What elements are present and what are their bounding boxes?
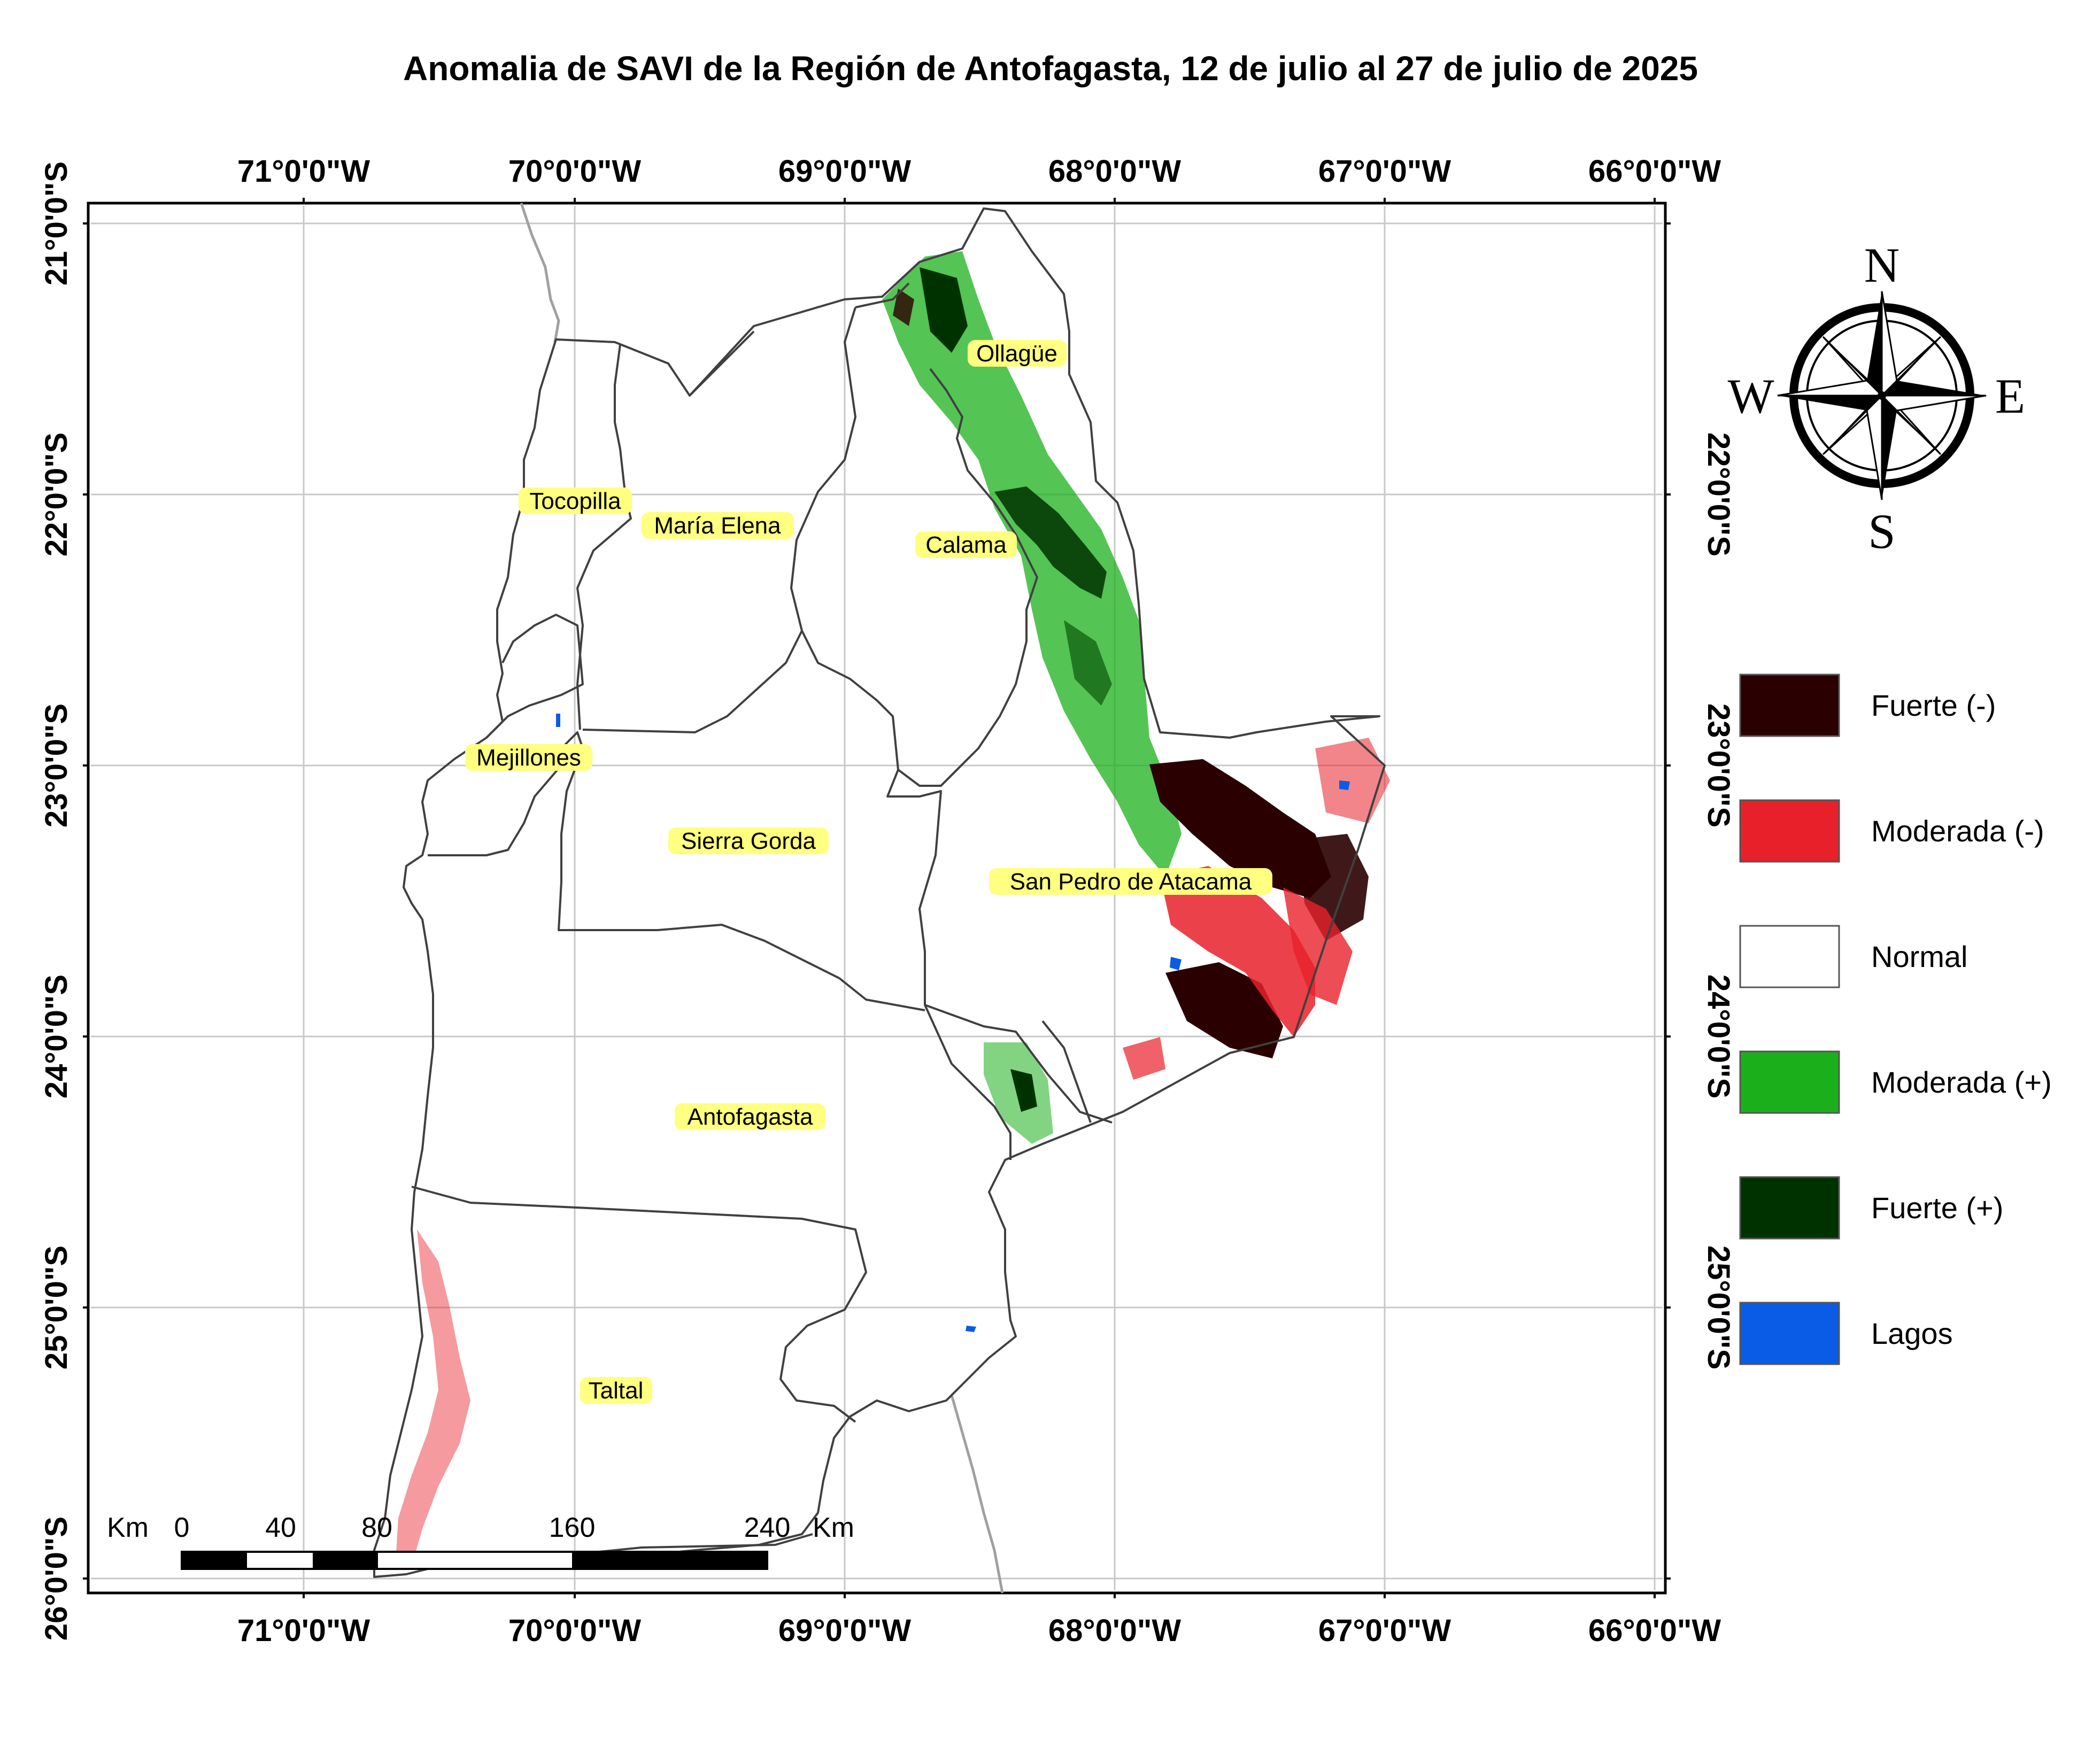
region-outline [373,207,1386,1578]
legend-item: Moderada (+) [1739,1050,2052,1114]
lat-tick-label: 23°0'0"S [1701,703,1736,827]
svg-text:María Elena: María Elena [654,513,781,539]
place-label: Ollagüe [968,340,1067,367]
graticule [91,206,1663,1590]
svg-text:Mejillones: Mejillones [476,745,581,771]
legend-item: Moderada (-) [1739,799,2044,863]
place-label: Sierra Gorda [668,827,829,854]
svg-text:Lagos: Lagos [1871,1317,1953,1350]
lat-labels-left: 21°0'0"S 22°0'0"S 23°0'0"S 24°0'0"S 25°0… [39,161,74,1641]
lon-tick-label: 68°0'0"W [1048,1613,1182,1648]
scale-tick-label: 0 [174,1512,190,1543]
lon-tick-label: 70°0'0"W [508,154,642,189]
svg-text:San Pedro de Atacama: San Pedro de Atacama [1010,869,1252,895]
anomaly-strong-positive [920,267,968,353]
place-label: San Pedro de Atacama [989,868,1272,895]
lat-tick-label: 24°0'0"S [39,974,74,1098]
lon-tick-label: 71°0'0"W [237,154,370,189]
place-label: Mejillones [465,744,592,771]
lon-labels-top: 71°0'0"W 70°0'0"W 69°0'0"W 68°0'0"W 67°0… [237,154,1721,189]
scale-unit-end: Km [813,1512,854,1543]
lon-tick-label: 67°0'0"W [1318,1613,1451,1648]
svg-text:Calama: Calama [925,532,1007,558]
frame-ticks [83,198,1671,1598]
anomaly-moderate-negative [1160,866,1315,1037]
anomaly-strong-negative [1149,759,1331,898]
lat-tick-label: 21°0'0"S [39,161,74,285]
place-label: Taltal [580,1377,652,1404]
place-labels: Ollagüe Tocopilla María Elena Calama Mej… [465,340,1272,1404]
legend-item: Fuerte (+) [1739,1176,2003,1240]
lon-tick-label: 69°0'0"W [778,154,912,189]
lon-tick-label: 69°0'0"W [778,1613,912,1648]
legend-item: Fuerte (-) [1739,674,1996,737]
lat-tick-label: 23°0'0"S [39,703,74,827]
map-frame [87,202,1667,1595]
lat-tick-label: 26°0'0"S [39,1517,74,1641]
svg-text:Normal: Normal [1871,940,1967,973]
svg-text:Antofagasta: Antofagasta [688,1104,813,1130]
svg-text:Taltal: Taltal [589,1378,644,1404]
lon-tick-label: 68°0'0"W [1048,154,1182,189]
lon-tick-label: 70°0'0"W [508,1613,642,1648]
place-label: Antofagasta [675,1103,825,1130]
svg-text:Moderada (-): Moderada (-) [1871,814,2044,848]
lat-tick-label: 24°0'0"S [1701,974,1736,1098]
map-title: Anomalia de SAVI de la Región de Antofag… [403,49,1698,88]
lake [1170,957,1182,970]
svg-text:Ollagüe: Ollagüe [976,341,1057,367]
lat-tick-label: 22°0'0"S [1701,432,1736,556]
svg-text:Tocopilla: Tocopilla [529,488,621,514]
scale-tick-label: 80 [361,1512,392,1543]
legend: Fuerte (-) Moderada (-) Normal Moderada … [1739,674,2052,1365]
svg-text:Moderada (+): Moderada (+) [1871,1065,2052,1099]
compass-south-label: S [1868,504,1895,559]
lon-tick-label: 66°0'0"W [1588,154,1721,189]
legend-item: Lagos [1739,1302,1953,1365]
svg-text:Fuerte (-): Fuerte (-) [1871,688,1996,722]
svg-text:Fuerte (+): Fuerte (+) [1871,1191,2003,1225]
place-label: Tocopilla [519,488,632,514]
lon-tick-label: 71°0'0"W [237,1613,370,1648]
lat-tick-label: 25°0'0"S [39,1245,74,1370]
place-label: Calama [915,531,1017,558]
lat-labels-right: 22°0'0"S 23°0'0"S 24°0'0"S 25°0'0"S [1701,432,1736,1370]
lon-tick-label: 67°0'0"W [1318,154,1451,189]
scale-unit-label: Km [107,1512,149,1543]
lon-labels-bottom: 71°0'0"W 70°0'0"W 69°0'0"W 68°0'0"W 67°0… [237,1613,1721,1648]
lon-tick-label: 66°0'0"W [1588,1613,1721,1648]
place-label: María Elena [642,512,794,539]
legend-item: Normal [1739,925,1967,988]
country-border [520,203,1004,1593]
svg-text:Sierra Gorda: Sierra Gorda [681,828,816,854]
scale-tick-label: 240 [744,1512,791,1543]
scale-bar: Km 0 40 80 160 240 Km [107,1512,854,1570]
compass-north-label: N [1864,238,1899,292]
compass-rose: N S E W [1728,238,2026,559]
compass-east-label: E [1995,369,2025,423]
compass-west-label: W [1728,369,1774,423]
lat-tick-label: 25°0'0"S [1701,1245,1736,1370]
scale-tick-label: 160 [549,1512,596,1543]
lat-tick-label: 22°0'0"S [39,432,74,556]
scale-tick-label: 40 [265,1512,296,1543]
admin-boundaries [373,207,1386,1578]
